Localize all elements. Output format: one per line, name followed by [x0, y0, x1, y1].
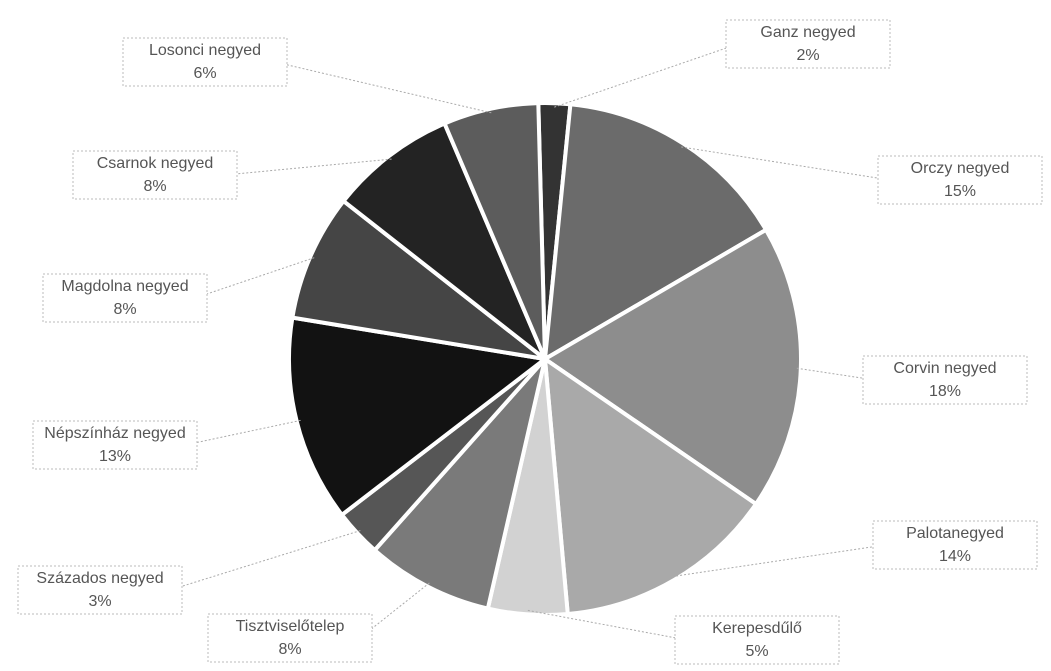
leader-line [527, 609, 688, 641]
leader-line [681, 146, 891, 181]
leader-line [274, 61, 492, 114]
label-box [122, 37, 288, 87]
label-box [42, 273, 208, 323]
label-box [877, 155, 1043, 205]
label-box [207, 613, 373, 663]
slice-value-label: 14% [939, 548, 971, 565]
slice-label: Corvin negyed [893, 360, 996, 377]
leader-line [554, 43, 739, 108]
pie-slice [371, 357, 547, 611]
slice-value-label: 15% [944, 183, 976, 200]
slice-value-label: 3% [88, 593, 111, 610]
pie-slice [340, 120, 547, 361]
slice-value-label: 8% [113, 301, 136, 318]
leader-line [169, 530, 361, 591]
slice-value-label: 2% [796, 47, 819, 64]
label-box [32, 420, 198, 470]
slice-label: Ganz negyed [760, 24, 855, 41]
label-box [725, 19, 891, 69]
slice-label: Losonci negyed [149, 42, 261, 59]
pie-slice [290, 198, 547, 361]
label-box [17, 565, 183, 615]
slice-label: Kerepesdűlő [712, 620, 802, 637]
slice-value-label: 5% [745, 643, 768, 660]
pie-slice [542, 354, 759, 617]
label-box [872, 520, 1038, 570]
pie-slice [287, 315, 550, 518]
pie-slice [542, 102, 769, 363]
slice-label: Magdolna negyed [61, 278, 188, 295]
slice-label: Csarnok negyed [97, 155, 214, 172]
label-box [674, 615, 840, 665]
slice-value-label: 13% [99, 448, 131, 465]
slice-label: Százados negyed [36, 570, 163, 587]
slice-value-label: 18% [929, 383, 961, 400]
slice-label: Palotanegyed [906, 525, 1004, 542]
label-box [72, 150, 238, 200]
leader-line [796, 367, 876, 381]
slice-label: Orczy negyed [911, 160, 1010, 177]
pie-slice [541, 227, 803, 507]
pie-slice [441, 101, 547, 360]
slice-label: Népszínház negyed [44, 425, 185, 442]
leader-line [194, 257, 315, 299]
label-box [862, 355, 1028, 405]
leader-line [184, 419, 301, 446]
slice-value-label: 6% [193, 65, 216, 82]
slice-label: Tisztviselőtelep [236, 618, 345, 635]
slice-value-label: 8% [143, 178, 166, 195]
slice-value-label: 8% [278, 641, 301, 658]
